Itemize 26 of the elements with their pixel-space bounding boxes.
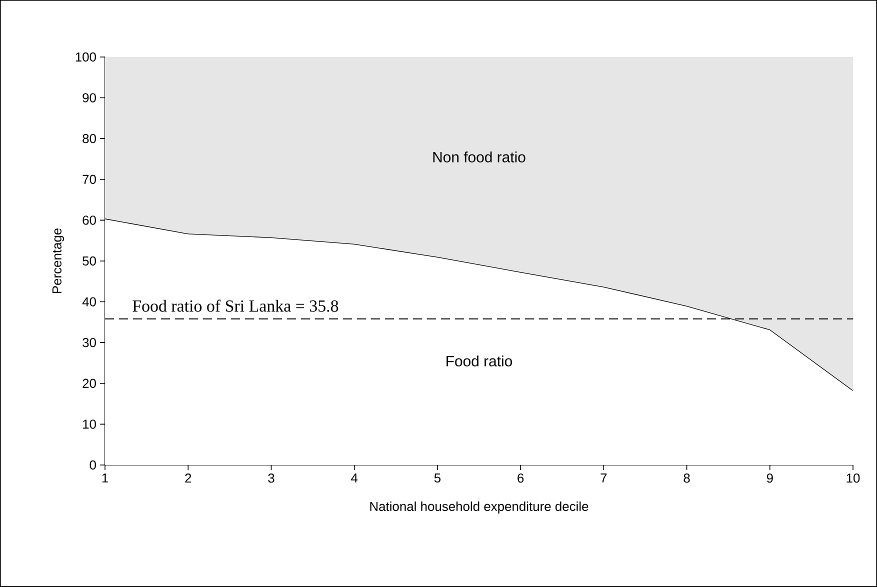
x-tick-label: 1 [102, 474, 108, 482]
y-tick-label: 80 [82, 134, 96, 144]
x-axis-title: National household expenditure decile [370, 502, 588, 514]
x-tick-label: 7 [600, 474, 607, 482]
y-tick-label: 90 [82, 93, 96, 102]
x-tick-label: 5 [434, 474, 441, 483]
y-tick-label: 100 [76, 52, 96, 62]
series-label: Food ratio [446, 355, 512, 366]
y-tick-label: 20 [82, 378, 96, 388]
y-tick-label: 40 [82, 297, 96, 306]
y-axis-title: Percentage [52, 228, 64, 294]
x-tick-label: 8 [684, 474, 690, 483]
x-tick-label: 9 [766, 474, 773, 483]
x-tick-label: 2 [185, 474, 192, 483]
y-tick-label: 0 [90, 460, 96, 470]
x-tick-label: 4 [351, 474, 358, 482]
y-tick-label: 60 [82, 216, 96, 225]
y-tick-label: 70 [82, 174, 96, 184]
y-tick-label: 30 [82, 338, 96, 348]
y-tick-label: 50 [82, 256, 96, 266]
x-tick-label: 6 [518, 474, 524, 483]
x-tick-label: 10 [846, 474, 860, 483]
y-tick-label: 10 [83, 420, 96, 429]
ref-line-label: Food ratio of Sri Lanka = 35.8 [132, 300, 338, 312]
x-tick-label: 3 [268, 474, 274, 483]
series-label: Non food ratio [433, 151, 526, 162]
